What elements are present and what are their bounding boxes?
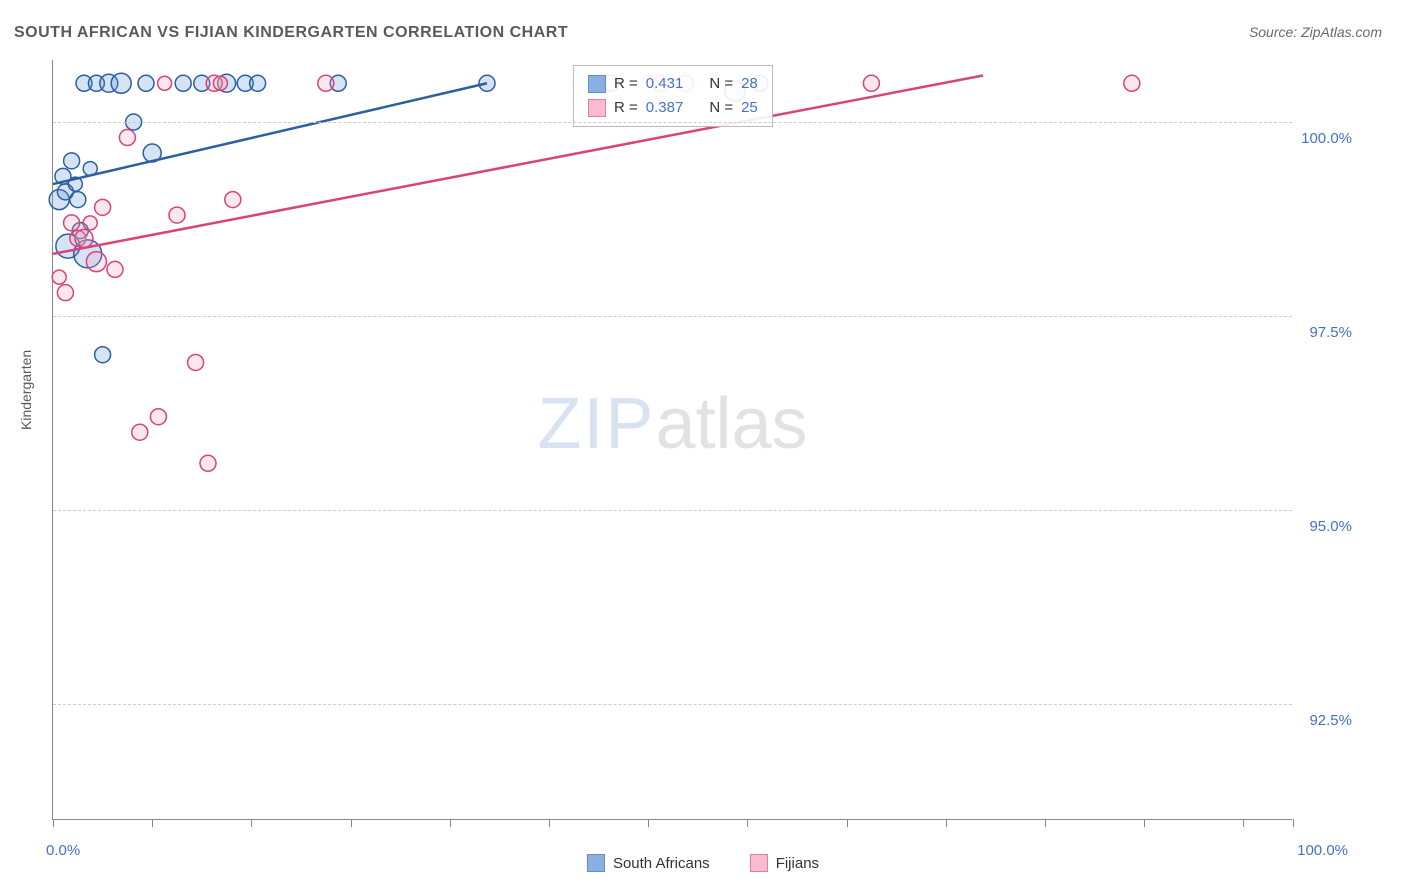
- gridline-h: [53, 510, 1292, 511]
- data-point: [64, 153, 80, 169]
- data-point: [175, 75, 191, 91]
- x-tick: [53, 819, 54, 827]
- data-point: [86, 252, 106, 272]
- data-point: [107, 261, 123, 277]
- data-point: [188, 354, 204, 370]
- data-point: [150, 409, 166, 425]
- r-label: R =: [614, 72, 638, 96]
- x-tick: [152, 819, 153, 827]
- gridline-h: [53, 122, 1292, 123]
- n-label: N =: [709, 96, 733, 120]
- y-tick-label: 92.5%: [1272, 712, 1352, 729]
- data-point: [95, 347, 111, 363]
- data-point: [138, 75, 154, 91]
- x-tick: [1045, 819, 1046, 827]
- x-tick: [847, 819, 848, 827]
- n-value-2: 25: [741, 96, 758, 120]
- gridline-h: [53, 704, 1292, 705]
- bottom-legend-item-1: South Africans: [587, 854, 710, 872]
- trend-line: [53, 83, 487, 184]
- data-point: [200, 455, 216, 471]
- data-point: [158, 76, 172, 90]
- plot-area: ZIPatlas R = 0.431 N = 28 R = 0.387 N = …: [52, 60, 1292, 820]
- r-label: R =: [614, 96, 638, 120]
- data-point: [169, 207, 185, 223]
- x-tick: [747, 819, 748, 827]
- legend-row-2: R = 0.387 N = 25: [588, 96, 758, 120]
- data-point: [863, 75, 879, 91]
- x-tick: [1243, 819, 1244, 827]
- x-axis-max-label: 100.0%: [1297, 842, 1348, 859]
- x-tick: [648, 819, 649, 827]
- y-axis-label: Kindergarten: [18, 350, 34, 430]
- data-point: [479, 75, 495, 91]
- r-value-1: 0.431: [646, 72, 684, 96]
- swatch-series-2: [588, 99, 606, 117]
- data-point: [70, 192, 86, 208]
- data-point: [119, 130, 135, 146]
- n-label: N =: [709, 72, 733, 96]
- x-tick: [1144, 819, 1145, 827]
- chart-svg: [53, 60, 1292, 819]
- gridline-h: [53, 316, 1292, 317]
- bottom-legend: South Africans Fijians: [587, 854, 819, 872]
- data-point: [95, 199, 111, 215]
- data-point: [250, 75, 266, 91]
- data-point: [83, 216, 97, 230]
- data-point: [132, 424, 148, 440]
- data-point: [111, 73, 131, 93]
- data-point: [225, 192, 241, 208]
- trend-line: [53, 76, 983, 254]
- x-tick: [549, 819, 550, 827]
- y-tick-label: 97.5%: [1272, 324, 1352, 341]
- x-tick: [351, 819, 352, 827]
- y-tick-label: 95.0%: [1272, 518, 1352, 535]
- data-point: [318, 75, 334, 91]
- legend-row-1: R = 0.431 N = 28: [588, 72, 758, 96]
- data-point: [75, 229, 93, 247]
- data-point: [64, 215, 80, 231]
- data-point: [52, 270, 66, 284]
- bottom-legend-item-2: Fijians: [750, 854, 819, 872]
- r-value-2: 0.387: [646, 96, 684, 120]
- data-point: [213, 76, 227, 90]
- bottom-swatch-2: [750, 854, 768, 872]
- chart-title: SOUTH AFRICAN VS FIJIAN KINDERGARTEN COR…: [14, 24, 568, 42]
- bottom-legend-label-1: South Africans: [613, 855, 710, 872]
- n-value-1: 28: [741, 72, 758, 96]
- data-point: [1124, 75, 1140, 91]
- data-point: [57, 285, 73, 301]
- x-tick: [450, 819, 451, 827]
- bottom-legend-label-2: Fijians: [776, 855, 819, 872]
- x-tick: [251, 819, 252, 827]
- source-label: Source: ZipAtlas.com: [1249, 24, 1382, 40]
- swatch-series-1: [588, 75, 606, 93]
- correlation-legend: R = 0.431 N = 28 R = 0.387 N = 25: [573, 65, 773, 127]
- x-tick: [1293, 819, 1294, 827]
- y-tick-label: 100.0%: [1272, 130, 1352, 147]
- bottom-swatch-1: [587, 854, 605, 872]
- x-axis-min-label: 0.0%: [46, 842, 80, 859]
- x-tick: [946, 819, 947, 827]
